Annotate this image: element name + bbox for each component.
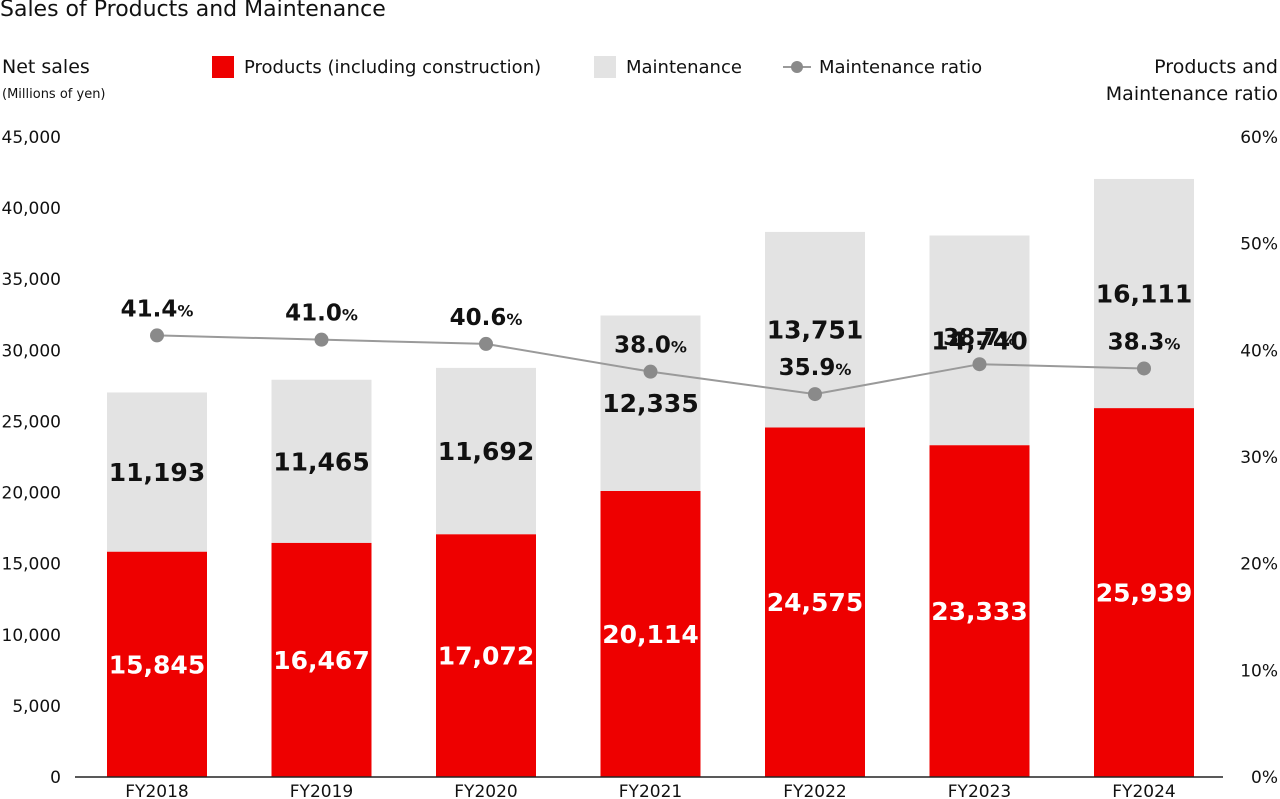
legend-products-swatch	[212, 56, 234, 78]
x-tick-label: FY2020	[454, 782, 517, 799]
maintenance-bar	[929, 235, 1030, 446]
ratio-value-label: 41.4%	[121, 296, 194, 322]
ratio-value-label: 38.7%	[943, 325, 1016, 351]
y2-tick-label: 20%	[1240, 555, 1278, 575]
ratio-point	[808, 387, 822, 402]
maintenance-value-label: 12,335	[602, 389, 698, 418]
y-tick-label: 40,000	[2, 199, 61, 219]
y2-tick-label: 40%	[1240, 341, 1278, 361]
legend-maintenance-swatch	[594, 56, 616, 78]
maintenance-bar	[436, 367, 536, 535]
legend-maintenance-label: Maintenance	[626, 56, 742, 78]
x-tick-label: FY2022	[783, 782, 846, 799]
right-axis-label-line1: Products and	[1154, 56, 1278, 78]
y-tick-label: 35,000	[2, 270, 61, 290]
x-tick-label: FY2018	[125, 782, 188, 799]
products-value-label: 20,114	[602, 620, 698, 649]
y-tick-label: 25,000	[2, 412, 61, 432]
y-tick-label: 5,000	[12, 697, 61, 717]
ratio-value-label: 35.9%	[779, 355, 852, 381]
ratio-point	[643, 364, 658, 379]
maintenance-value-label: 13,751	[767, 316, 863, 345]
ratio-value-label: 38.0%	[614, 333, 687, 359]
ratio-point	[150, 328, 164, 343]
maintenance-bar	[271, 379, 372, 543]
products-value-label: 16,467	[273, 646, 369, 675]
y-tick-label: 30,000	[2, 341, 61, 361]
x-tick-label: FY2021	[619, 782, 682, 799]
products-value-label: 17,072	[438, 642, 534, 671]
y2-tick-label: 0%	[1251, 768, 1278, 788]
products-value-label: 23,333	[931, 597, 1027, 626]
maintenance-value-label: 11,465	[273, 447, 369, 476]
y-tick-label: 45,000	[2, 128, 61, 148]
maintenance-bar	[107, 392, 207, 552]
x-tick-label: FY2024	[1112, 782, 1175, 799]
products-bar	[600, 490, 701, 777]
maintenance-value-label: 14,740	[931, 326, 1027, 355]
y2-tick-label: 50%	[1240, 235, 1278, 255]
chart-title: Sales of Products and Maintenance	[0, 0, 386, 22]
products-bar	[436, 534, 536, 777]
maintenance-value-label: 11,193	[109, 458, 205, 487]
ratio-value-label: 41.0%	[285, 301, 358, 327]
legend-ratio: Maintenance ratio	[783, 54, 982, 80]
right-axis-label-line2: Maintenance ratio	[1105, 83, 1278, 105]
products-bar	[765, 427, 865, 777]
products-value-label: 24,575	[767, 588, 863, 617]
maintenance-value-label: 16,111	[1096, 280, 1192, 309]
x-tick-label: FY2023	[948, 782, 1011, 799]
y-tick-label: 10,000	[2, 626, 61, 646]
ratio-value-label: 40.6%	[450, 305, 523, 331]
legend-ratio-label: Maintenance ratio	[819, 56, 983, 78]
products-bar	[271, 542, 372, 777]
ratio-point	[314, 332, 329, 347]
maintenance-bar	[600, 315, 701, 491]
legend-products-label: Products (including construction)	[244, 56, 542, 78]
left-axis-unit: (Millions of yen)	[2, 87, 106, 102]
products-value-label: 15,845	[109, 650, 205, 679]
legend-ratio-marker	[783, 61, 811, 73]
y2-tick-label: 10%	[1240, 661, 1278, 681]
y-tick-label: 15,000	[2, 555, 61, 575]
ratio-point	[1137, 361, 1151, 376]
left-axis-label: Net sales	[2, 56, 90, 78]
ratio-value-label: 38.3%	[1108, 329, 1181, 355]
maintenance-value-label: 11,692	[438, 437, 534, 466]
y2-tick-label: 60%	[1240, 128, 1278, 148]
products-bar	[1094, 408, 1194, 777]
y2-tick-label: 30%	[1240, 448, 1278, 468]
ratio-point	[972, 357, 987, 372]
legend-maintenance: Maintenance	[594, 54, 742, 80]
ratio-point	[479, 336, 493, 351]
legend-products: Products (including construction)	[212, 54, 541, 80]
y-tick-label: 20,000	[2, 484, 61, 504]
y-tick-label: 0	[50, 768, 61, 788]
products-value-label: 25,939	[1096, 579, 1192, 608]
products-bar	[929, 445, 1030, 777]
x-tick-label: FY2019	[290, 782, 353, 799]
products-bar	[107, 551, 207, 777]
